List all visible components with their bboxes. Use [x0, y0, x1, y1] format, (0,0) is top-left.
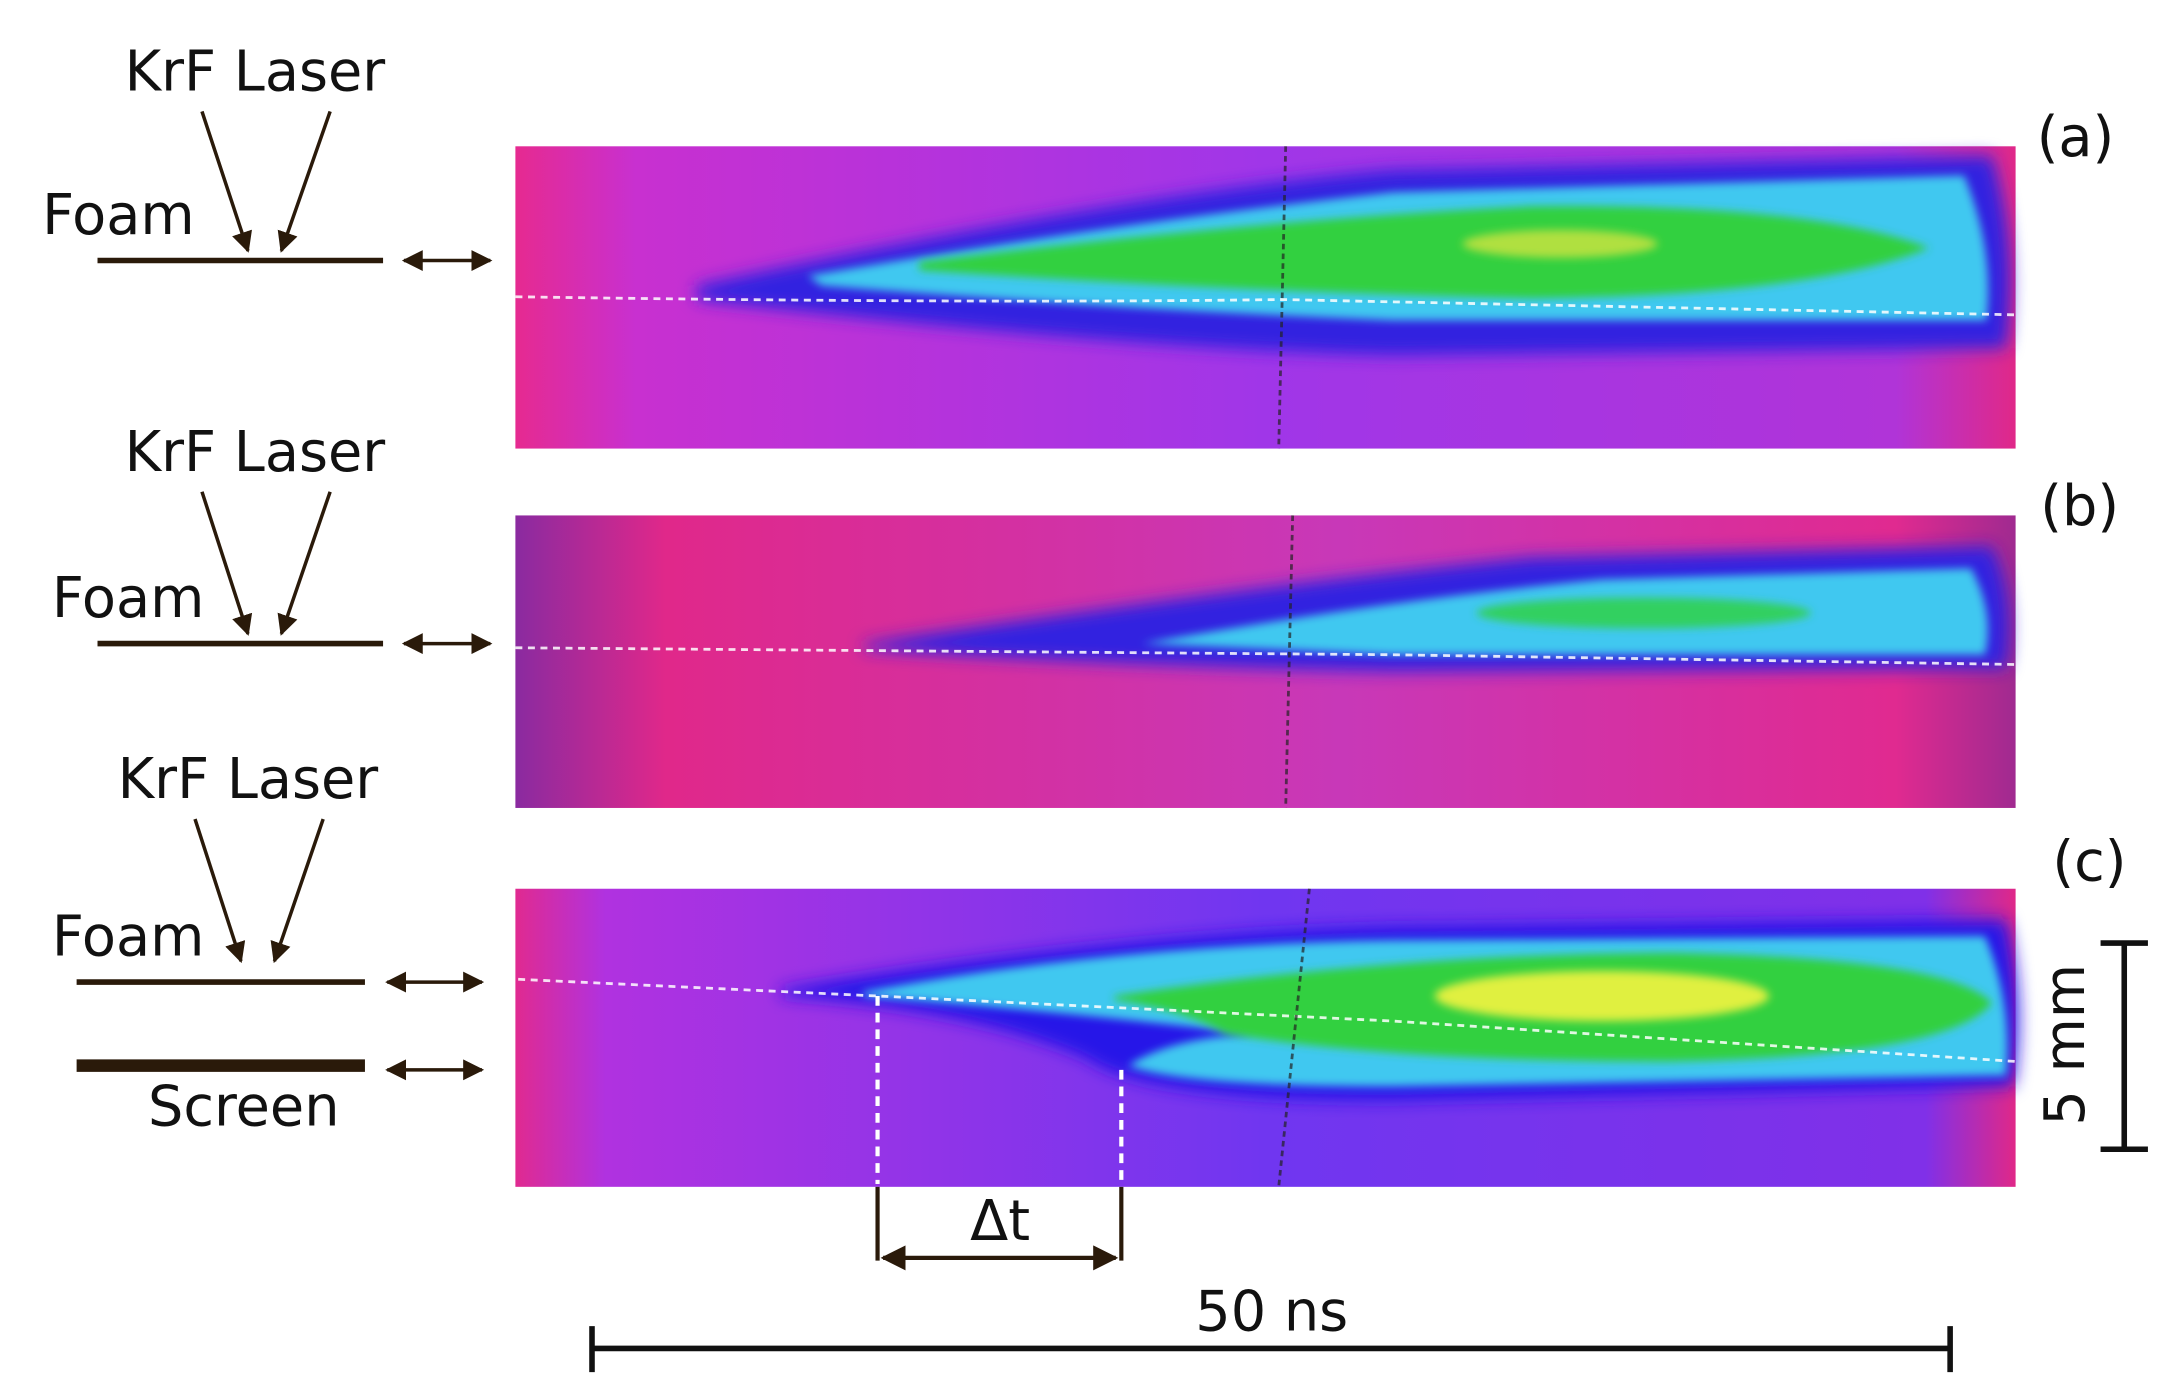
horizontal-scale-bar: 50 ns	[589, 1279, 1953, 1373]
panel-label: (b)	[2040, 474, 2119, 539]
horizontal-scale-label: 50 ns	[1195, 1279, 1348, 1344]
laser-label: KrF Laser	[118, 747, 379, 812]
target-label: Foam	[52, 566, 205, 631]
laser-label: KrF Laser	[125, 420, 386, 485]
vertical-scale-bar: 5 mm	[2033, 940, 2148, 1153]
vertical-scale-label: 5 mm	[2033, 964, 2098, 1126]
streak-image-b	[515, 515, 2016, 808]
target-label: Foam	[42, 183, 195, 248]
screen-label: Screen	[148, 1075, 340, 1140]
schematic-a: KrF Laser Foam (a)	[42, 40, 2115, 271]
laser-label: KrF Laser	[125, 40, 386, 105]
streak-image-c	[515, 888, 2019, 1187]
panel-label: (c)	[2052, 829, 2126, 894]
target-label: Foam	[52, 905, 205, 970]
schematic-c: KrF Laser Foam Screen (c)	[52, 747, 2127, 1139]
schematic-b: KrF Laser Foam (b)	[52, 420, 2119, 655]
delay-marker: Δt	[875, 996, 1124, 1271]
streak-image-a	[515, 146, 2016, 449]
panel-label: (a)	[2037, 105, 2115, 170]
delay-label: Δt	[970, 1189, 1030, 1254]
